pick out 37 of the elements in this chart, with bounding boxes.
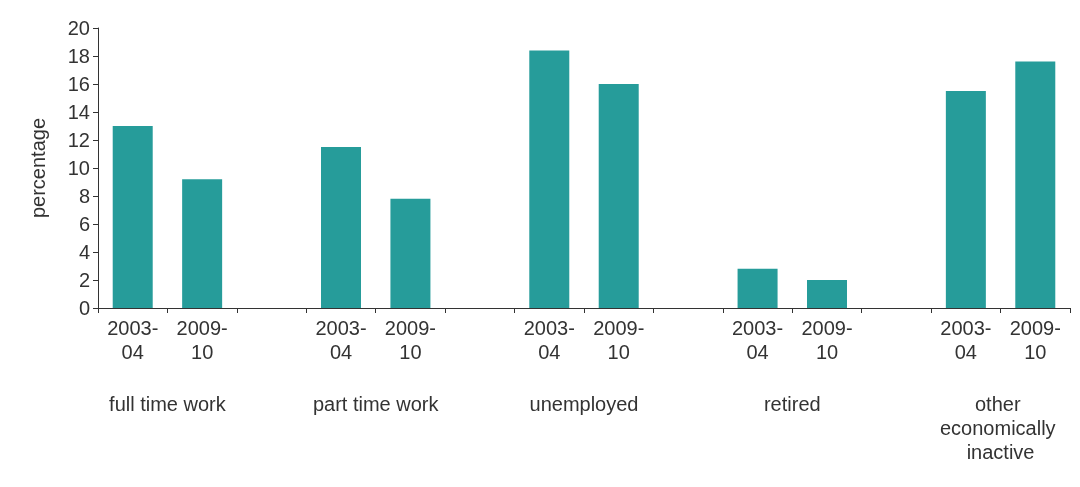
y-tick-label: 10 xyxy=(67,157,90,179)
y-axis-title: percentage xyxy=(27,117,49,219)
bar xyxy=(529,50,570,308)
bar xyxy=(182,179,223,308)
bar xyxy=(1015,61,1056,308)
y-tick-label: 12 xyxy=(67,129,90,151)
x-tick-label: 2003- 04 xyxy=(731,317,784,363)
y-tick-label: 6 xyxy=(78,213,90,235)
bar xyxy=(390,198,431,308)
y-tick-label: 16 xyxy=(67,73,90,95)
y-tick-label: 8 xyxy=(78,185,90,207)
text: retired xyxy=(763,393,821,415)
bar xyxy=(112,126,153,308)
bar xyxy=(321,147,361,308)
x-tick-label: 2003- 04 xyxy=(523,317,575,363)
text: part time work xyxy=(312,393,440,415)
x-tick-label: 2009- 10 xyxy=(384,317,437,363)
y-tick-label: 14 xyxy=(67,101,90,123)
x-tick-label: 2009- 10 xyxy=(1009,317,1061,363)
x-tick-label: 2009- 10 xyxy=(176,317,228,363)
x-tick-label: 2003- 04 xyxy=(315,317,367,363)
y-tick-label: 4 xyxy=(78,241,90,263)
x-tick-label: 2009- 10 xyxy=(801,317,853,363)
y-tick-label: 18 xyxy=(67,45,90,67)
x-tick-label: 2009- 10 xyxy=(593,317,645,363)
x-tick-label: 2003- 04 xyxy=(107,317,159,363)
y-tick-label: 20 xyxy=(67,17,90,39)
x-tick-label: 2003- 04 xyxy=(940,317,992,363)
y-tick-label: 0 xyxy=(78,297,90,319)
text: full time work xyxy=(109,393,227,415)
bar xyxy=(807,280,847,308)
text: unemployed xyxy=(529,393,639,415)
y-tick-label: 2 xyxy=(78,269,90,291)
text: other economically inactive xyxy=(939,393,1062,463)
bar xyxy=(737,268,778,308)
bar xyxy=(598,84,639,308)
bar xyxy=(945,91,986,308)
